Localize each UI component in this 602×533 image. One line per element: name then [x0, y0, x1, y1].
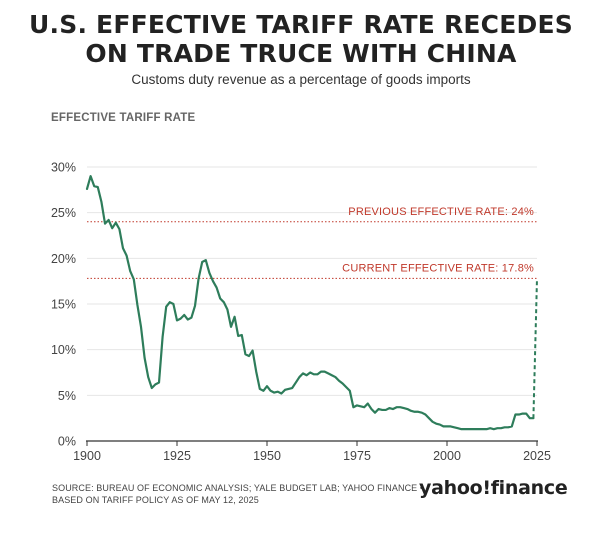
gridlines [87, 166, 537, 396]
chart-title-line-1: U.S. EFFECTIVE TARIFF RATE RECEDES [29, 10, 573, 39]
axes: 0% 5% 10% 15% 20% 25% 30% 1900 1925 1950 1975 2000 2… [51, 161, 551, 464]
yahoo-finance-logo: yahoo!finance [419, 477, 568, 499]
x-tick-label: 2000 [433, 449, 461, 463]
series [85, 175, 538, 431]
x-tick-label: 1925 [163, 449, 191, 463]
source-note: SOURCE: BUREAU OF ECONOMIC ANALYSIS; YAL… [52, 482, 423, 506]
y-tick-label: 15% [51, 298, 76, 312]
tariff-rate-series-line [85, 175, 535, 431]
y-tick-label: 10% [51, 343, 76, 357]
reference-line-label: PREVIOUS EFFECTIVE RATE: 24% [348, 206, 534, 218]
y-tick-label: 30% [51, 161, 76, 175]
chart-title: U.S. EFFECTIVE TARIFF RATE RECEDES ON TR… [0, 10, 602, 68]
y-tick-label: 25% [51, 206, 76, 220]
x-tick-label: 2025 [523, 449, 551, 463]
x-tick-label: 1975 [343, 449, 371, 463]
source-line-2: BASED ON TARIFF POLICY AS OF MAY 12, 202… [52, 495, 259, 505]
reference-lines: PREVIOUS EFFECTIVE RATE: 24% CURRENT EFFE… [87, 206, 537, 279]
y-tick-label: 20% [51, 252, 76, 266]
chart-title-line-2: ON TRADE TRUCE WITH CHINA [85, 39, 517, 68]
y-axis-title: EFFECTIVE TARIFF RATE [51, 112, 196, 124]
projected-series-line [532, 278, 538, 419]
y-tick-label: 5% [58, 389, 76, 403]
y-tick-label: 0% [58, 435, 76, 449]
x-tick-label: 1900 [73, 449, 101, 463]
chart-subtitle: Customs duty revenue as a percentage of … [131, 72, 471, 87]
x-tick-label: 1950 [253, 449, 281, 463]
reference-line-label: CURRENT EFFECTIVE RATE: 17.8% [342, 262, 534, 274]
source-line-1: SOURCE: BUREAU OF ECONOMIC ANALYSIS; YAL… [52, 483, 424, 493]
